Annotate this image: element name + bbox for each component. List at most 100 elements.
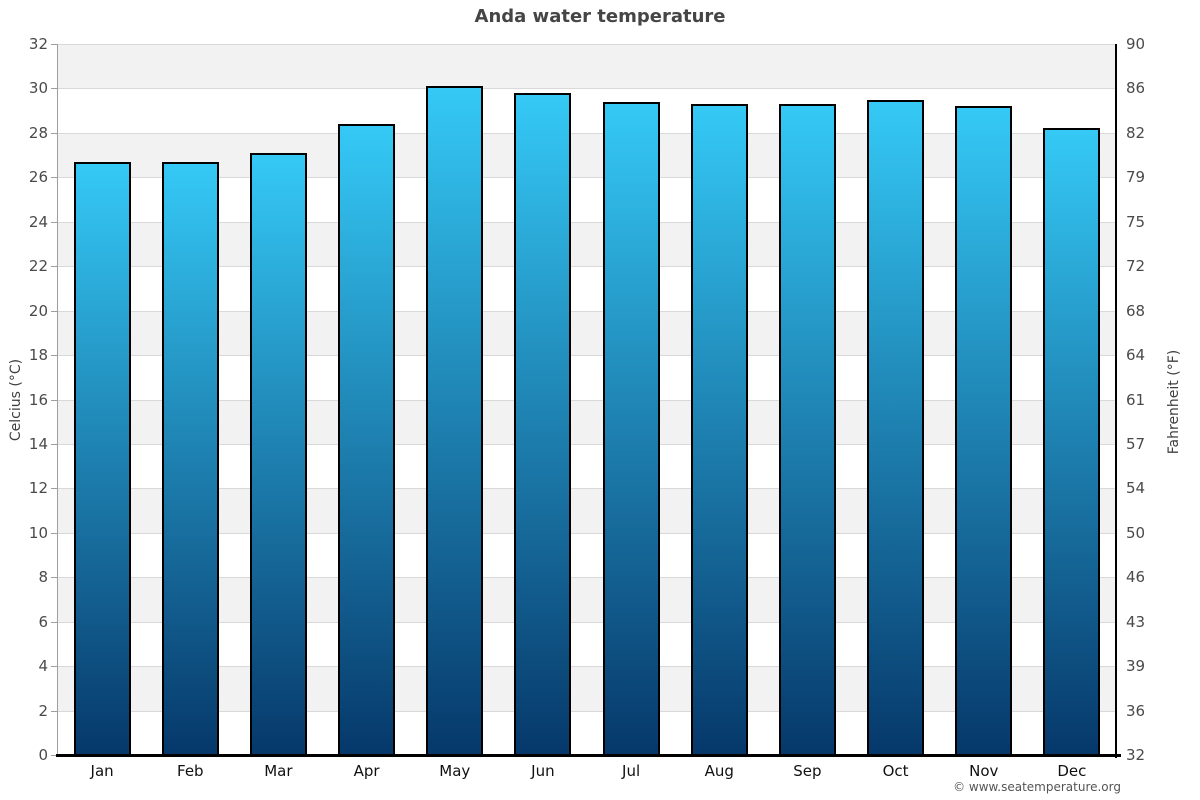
celsius-axis-title: Celcius (°C) bbox=[8, 358, 24, 441]
fahrenheit-tick-label: 57 bbox=[1126, 434, 1146, 453]
gridline bbox=[58, 221, 1116, 223]
gridline bbox=[58, 666, 1116, 668]
celsius-tick-label: 12 bbox=[28, 479, 48, 498]
celsius-tick-label: 20 bbox=[28, 301, 48, 320]
bar-oct[interactable] bbox=[867, 99, 925, 755]
bar-jun[interactable] bbox=[514, 92, 572, 755]
celsius-tick-label: 10 bbox=[28, 523, 48, 542]
celsius-tick-mark bbox=[51, 177, 57, 179]
gridline bbox=[58, 44, 1116, 45]
celsius-tick-label: 18 bbox=[28, 346, 48, 365]
fahrenheit-tick-label: 46 bbox=[1126, 568, 1146, 587]
gridline bbox=[58, 177, 1116, 179]
shade-band bbox=[58, 355, 1116, 400]
month-label-mar: Mar bbox=[264, 762, 293, 780]
fahrenheit-tick-label: 54 bbox=[1126, 479, 1146, 498]
shade-band bbox=[58, 666, 1116, 711]
celsius-tick-mark bbox=[51, 755, 57, 756]
celsius-tick-mark bbox=[51, 710, 57, 712]
month-label-oct: Oct bbox=[882, 762, 909, 780]
bar-nov[interactable] bbox=[955, 106, 1013, 755]
celsius-tick-label: 28 bbox=[28, 123, 48, 142]
celsius-tick-label: 2 bbox=[38, 701, 48, 720]
gridline bbox=[58, 621, 1116, 623]
shade-band bbox=[58, 577, 1116, 622]
fahrenheit-tick-label: 39 bbox=[1126, 657, 1146, 676]
fahrenheit-tick-label: 79 bbox=[1126, 168, 1146, 187]
shade-band bbox=[58, 177, 1116, 222]
x-axis-line bbox=[56, 754, 1121, 757]
month-label-sep: Sep bbox=[793, 762, 822, 780]
gridline bbox=[58, 710, 1116, 712]
celsius-tick-label: 26 bbox=[28, 168, 48, 187]
bar-may[interactable] bbox=[426, 86, 484, 755]
fahrenheit-tick-label: 64 bbox=[1126, 346, 1146, 365]
copyright-text: © www.seatemperature.org bbox=[953, 780, 1121, 794]
gridline bbox=[58, 532, 1116, 534]
celsius-tick-mark bbox=[51, 488, 57, 490]
celsius-tick-mark bbox=[51, 221, 57, 223]
celsius-tick-label: 4 bbox=[38, 657, 48, 676]
month-label-apr: Apr bbox=[353, 762, 380, 780]
celsius-tick-label: 6 bbox=[38, 612, 48, 631]
celsius-tick-mark bbox=[51, 532, 57, 534]
bar-feb[interactable] bbox=[161, 161, 219, 755]
gridline bbox=[58, 577, 1116, 579]
fahrenheit-tick-label: 61 bbox=[1126, 390, 1146, 409]
shade-band bbox=[58, 266, 1116, 311]
fahrenheit-tick-label: 86 bbox=[1126, 79, 1146, 98]
shade-band bbox=[58, 88, 1116, 133]
month-label-feb: Feb bbox=[177, 762, 204, 780]
month-label-dec: Dec bbox=[1057, 762, 1087, 780]
fahrenheit-axis-title: Fahrenheit (°F) bbox=[1166, 349, 1182, 454]
celsius-tick-mark bbox=[51, 355, 57, 357]
fahrenheit-tick-label: 43 bbox=[1126, 612, 1146, 631]
shade-band bbox=[58, 488, 1116, 533]
celsius-tick-label: 30 bbox=[28, 79, 48, 98]
shade-band bbox=[58, 621, 1116, 667]
gridline bbox=[58, 310, 1116, 312]
celsius-tick-mark bbox=[51, 577, 57, 579]
celsius-tick-label: 8 bbox=[38, 568, 48, 587]
bar-dec[interactable] bbox=[1043, 128, 1101, 755]
gridline bbox=[58, 355, 1116, 357]
plot-area bbox=[58, 44, 1116, 755]
month-label-jul: Jul bbox=[622, 762, 641, 780]
shade-band bbox=[58, 221, 1116, 267]
fahrenheit-tick-label: 68 bbox=[1126, 301, 1146, 320]
celsius-tick-mark bbox=[51, 399, 57, 401]
celsius-tick-label: 24 bbox=[28, 212, 48, 231]
fahrenheit-tick-label: 75 bbox=[1126, 212, 1146, 231]
gridline bbox=[58, 88, 1116, 90]
gridline bbox=[58, 132, 1116, 134]
month-label-aug: Aug bbox=[704, 762, 734, 780]
bar-jul[interactable] bbox=[602, 101, 660, 755]
fahrenheit-tick-label: 50 bbox=[1126, 523, 1146, 542]
shade-band bbox=[58, 44, 1116, 89]
celsius-tick-mark bbox=[51, 666, 57, 668]
fahrenheit-tick-label: 82 bbox=[1126, 123, 1146, 142]
celsius-tick-mark bbox=[51, 132, 57, 134]
shade-band bbox=[58, 132, 1116, 178]
fahrenheit-axis-line bbox=[1115, 44, 1117, 758]
fahrenheit-tick-label: 36 bbox=[1126, 701, 1146, 720]
celsius-tick-label: 16 bbox=[28, 390, 48, 409]
bar-aug[interactable] bbox=[690, 104, 748, 755]
celsius-tick-mark bbox=[51, 310, 57, 312]
gridline bbox=[58, 488, 1116, 490]
fahrenheit-tick-label: 72 bbox=[1126, 257, 1146, 276]
month-label-jan: Jan bbox=[90, 762, 114, 780]
shade-band bbox=[58, 443, 1116, 489]
bar-mar[interactable] bbox=[249, 152, 307, 755]
celsius-tick-label: 22 bbox=[28, 257, 48, 276]
bar-sep[interactable] bbox=[778, 104, 836, 755]
gridline bbox=[58, 443, 1116, 445]
bar-jan[interactable] bbox=[73, 161, 131, 755]
celsius-tick-label: 32 bbox=[28, 35, 48, 53]
shade-band bbox=[58, 532, 1116, 578]
month-label-jun: Jun bbox=[531, 762, 555, 780]
bar-apr[interactable] bbox=[338, 124, 396, 755]
celsius-tick-mark bbox=[51, 621, 57, 623]
month-label-nov: Nov bbox=[969, 762, 999, 780]
